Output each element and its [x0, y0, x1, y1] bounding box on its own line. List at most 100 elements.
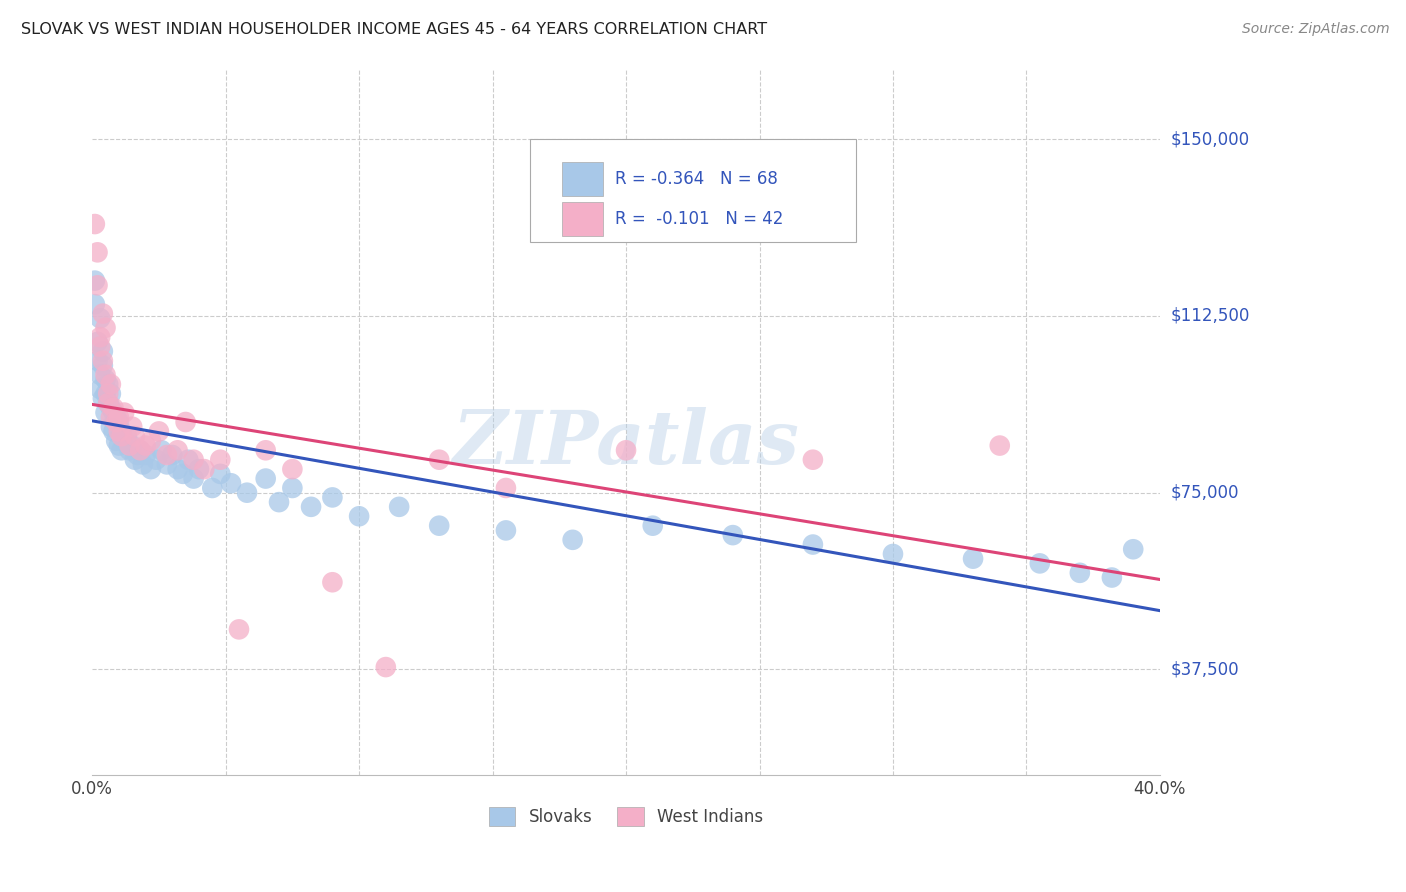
- Point: [166, 443, 188, 458]
- Point: [121, 439, 143, 453]
- Point: [83, 297, 105, 311]
- Point: [108, 439, 131, 453]
- Point: [188, 462, 211, 476]
- Point: [103, 406, 125, 420]
- Text: SLOVAK VS WEST INDIAN HOUSEHOLDER INCOME AGES 45 - 64 YEARS CORRELATION CHART: SLOVAK VS WEST INDIAN HOUSEHOLDER INCOME…: [21, 22, 768, 37]
- Point: [254, 443, 277, 458]
- Point: [121, 419, 143, 434]
- Point: [94, 373, 117, 387]
- Point: [427, 452, 450, 467]
- Point: [882, 547, 904, 561]
- Text: $75,000: $75,000: [1171, 483, 1240, 501]
- Point: [228, 623, 250, 637]
- Point: [495, 481, 517, 495]
- Point: [236, 485, 259, 500]
- Point: [118, 443, 141, 458]
- Text: $37,500: $37,500: [1171, 660, 1240, 679]
- Point: [174, 415, 197, 429]
- Point: [83, 217, 105, 231]
- Point: [89, 311, 111, 326]
- Point: [94, 320, 117, 334]
- Point: [139, 462, 162, 476]
- Point: [108, 415, 131, 429]
- FancyBboxPatch shape: [562, 202, 603, 236]
- Point: [801, 537, 824, 551]
- Point: [129, 443, 152, 458]
- Text: Source: ZipAtlas.com: Source: ZipAtlas.com: [1241, 22, 1389, 37]
- Point: [962, 551, 984, 566]
- Point: [100, 419, 122, 434]
- Point: [91, 359, 114, 373]
- Point: [100, 377, 122, 392]
- Point: [495, 524, 517, 538]
- Point: [83, 274, 105, 288]
- Point: [100, 410, 122, 425]
- Point: [103, 401, 125, 415]
- Point: [105, 410, 128, 425]
- Point: [1029, 557, 1052, 571]
- Text: ZIPatlas: ZIPatlas: [453, 407, 800, 480]
- Point: [1122, 542, 1144, 557]
- Point: [108, 425, 131, 439]
- Point: [97, 386, 120, 401]
- Point: [1069, 566, 1091, 580]
- Point: [1101, 570, 1123, 584]
- Point: [103, 425, 125, 439]
- Text: $112,500: $112,500: [1171, 307, 1250, 325]
- Point: [94, 368, 117, 382]
- Point: [118, 439, 141, 453]
- Point: [321, 575, 343, 590]
- Point: [135, 448, 157, 462]
- Point: [105, 434, 128, 448]
- Point: [209, 467, 232, 481]
- Point: [988, 439, 1011, 453]
- Point: [91, 344, 114, 359]
- Point: [267, 495, 290, 509]
- Point: [110, 429, 132, 443]
- Point: [374, 660, 396, 674]
- Point: [94, 386, 117, 401]
- Point: [94, 406, 117, 420]
- Point: [110, 425, 132, 439]
- Point: [86, 353, 108, 368]
- Text: $150,000: $150,000: [1171, 130, 1250, 148]
- Point: [129, 443, 152, 458]
- Point: [209, 452, 232, 467]
- Text: R =  -0.101   N = 42: R = -0.101 N = 42: [616, 211, 783, 228]
- Point: [135, 439, 157, 453]
- Point: [100, 386, 122, 401]
- Point: [97, 396, 120, 410]
- Point: [86, 278, 108, 293]
- Point: [127, 448, 149, 462]
- Point: [115, 429, 138, 443]
- Point: [86, 334, 108, 349]
- Point: [177, 452, 200, 467]
- FancyBboxPatch shape: [562, 162, 603, 196]
- Point: [162, 448, 184, 462]
- Point: [105, 415, 128, 429]
- Point: [219, 476, 242, 491]
- Point: [108, 410, 131, 425]
- Point: [427, 518, 450, 533]
- Point: [97, 396, 120, 410]
- Point: [148, 425, 170, 439]
- Point: [281, 462, 304, 476]
- Point: [801, 452, 824, 467]
- Point: [124, 429, 146, 443]
- Point: [145, 452, 167, 467]
- Point: [110, 443, 132, 458]
- Point: [201, 481, 224, 495]
- Point: [156, 458, 179, 472]
- Point: [91, 307, 114, 321]
- Point: [347, 509, 370, 524]
- Point: [124, 452, 146, 467]
- Point: [321, 491, 343, 505]
- Point: [193, 462, 215, 476]
- Point: [183, 472, 205, 486]
- Point: [112, 406, 135, 420]
- Point: [183, 452, 205, 467]
- Point: [132, 458, 155, 472]
- Point: [641, 518, 664, 533]
- Point: [150, 443, 173, 458]
- Point: [100, 401, 122, 415]
